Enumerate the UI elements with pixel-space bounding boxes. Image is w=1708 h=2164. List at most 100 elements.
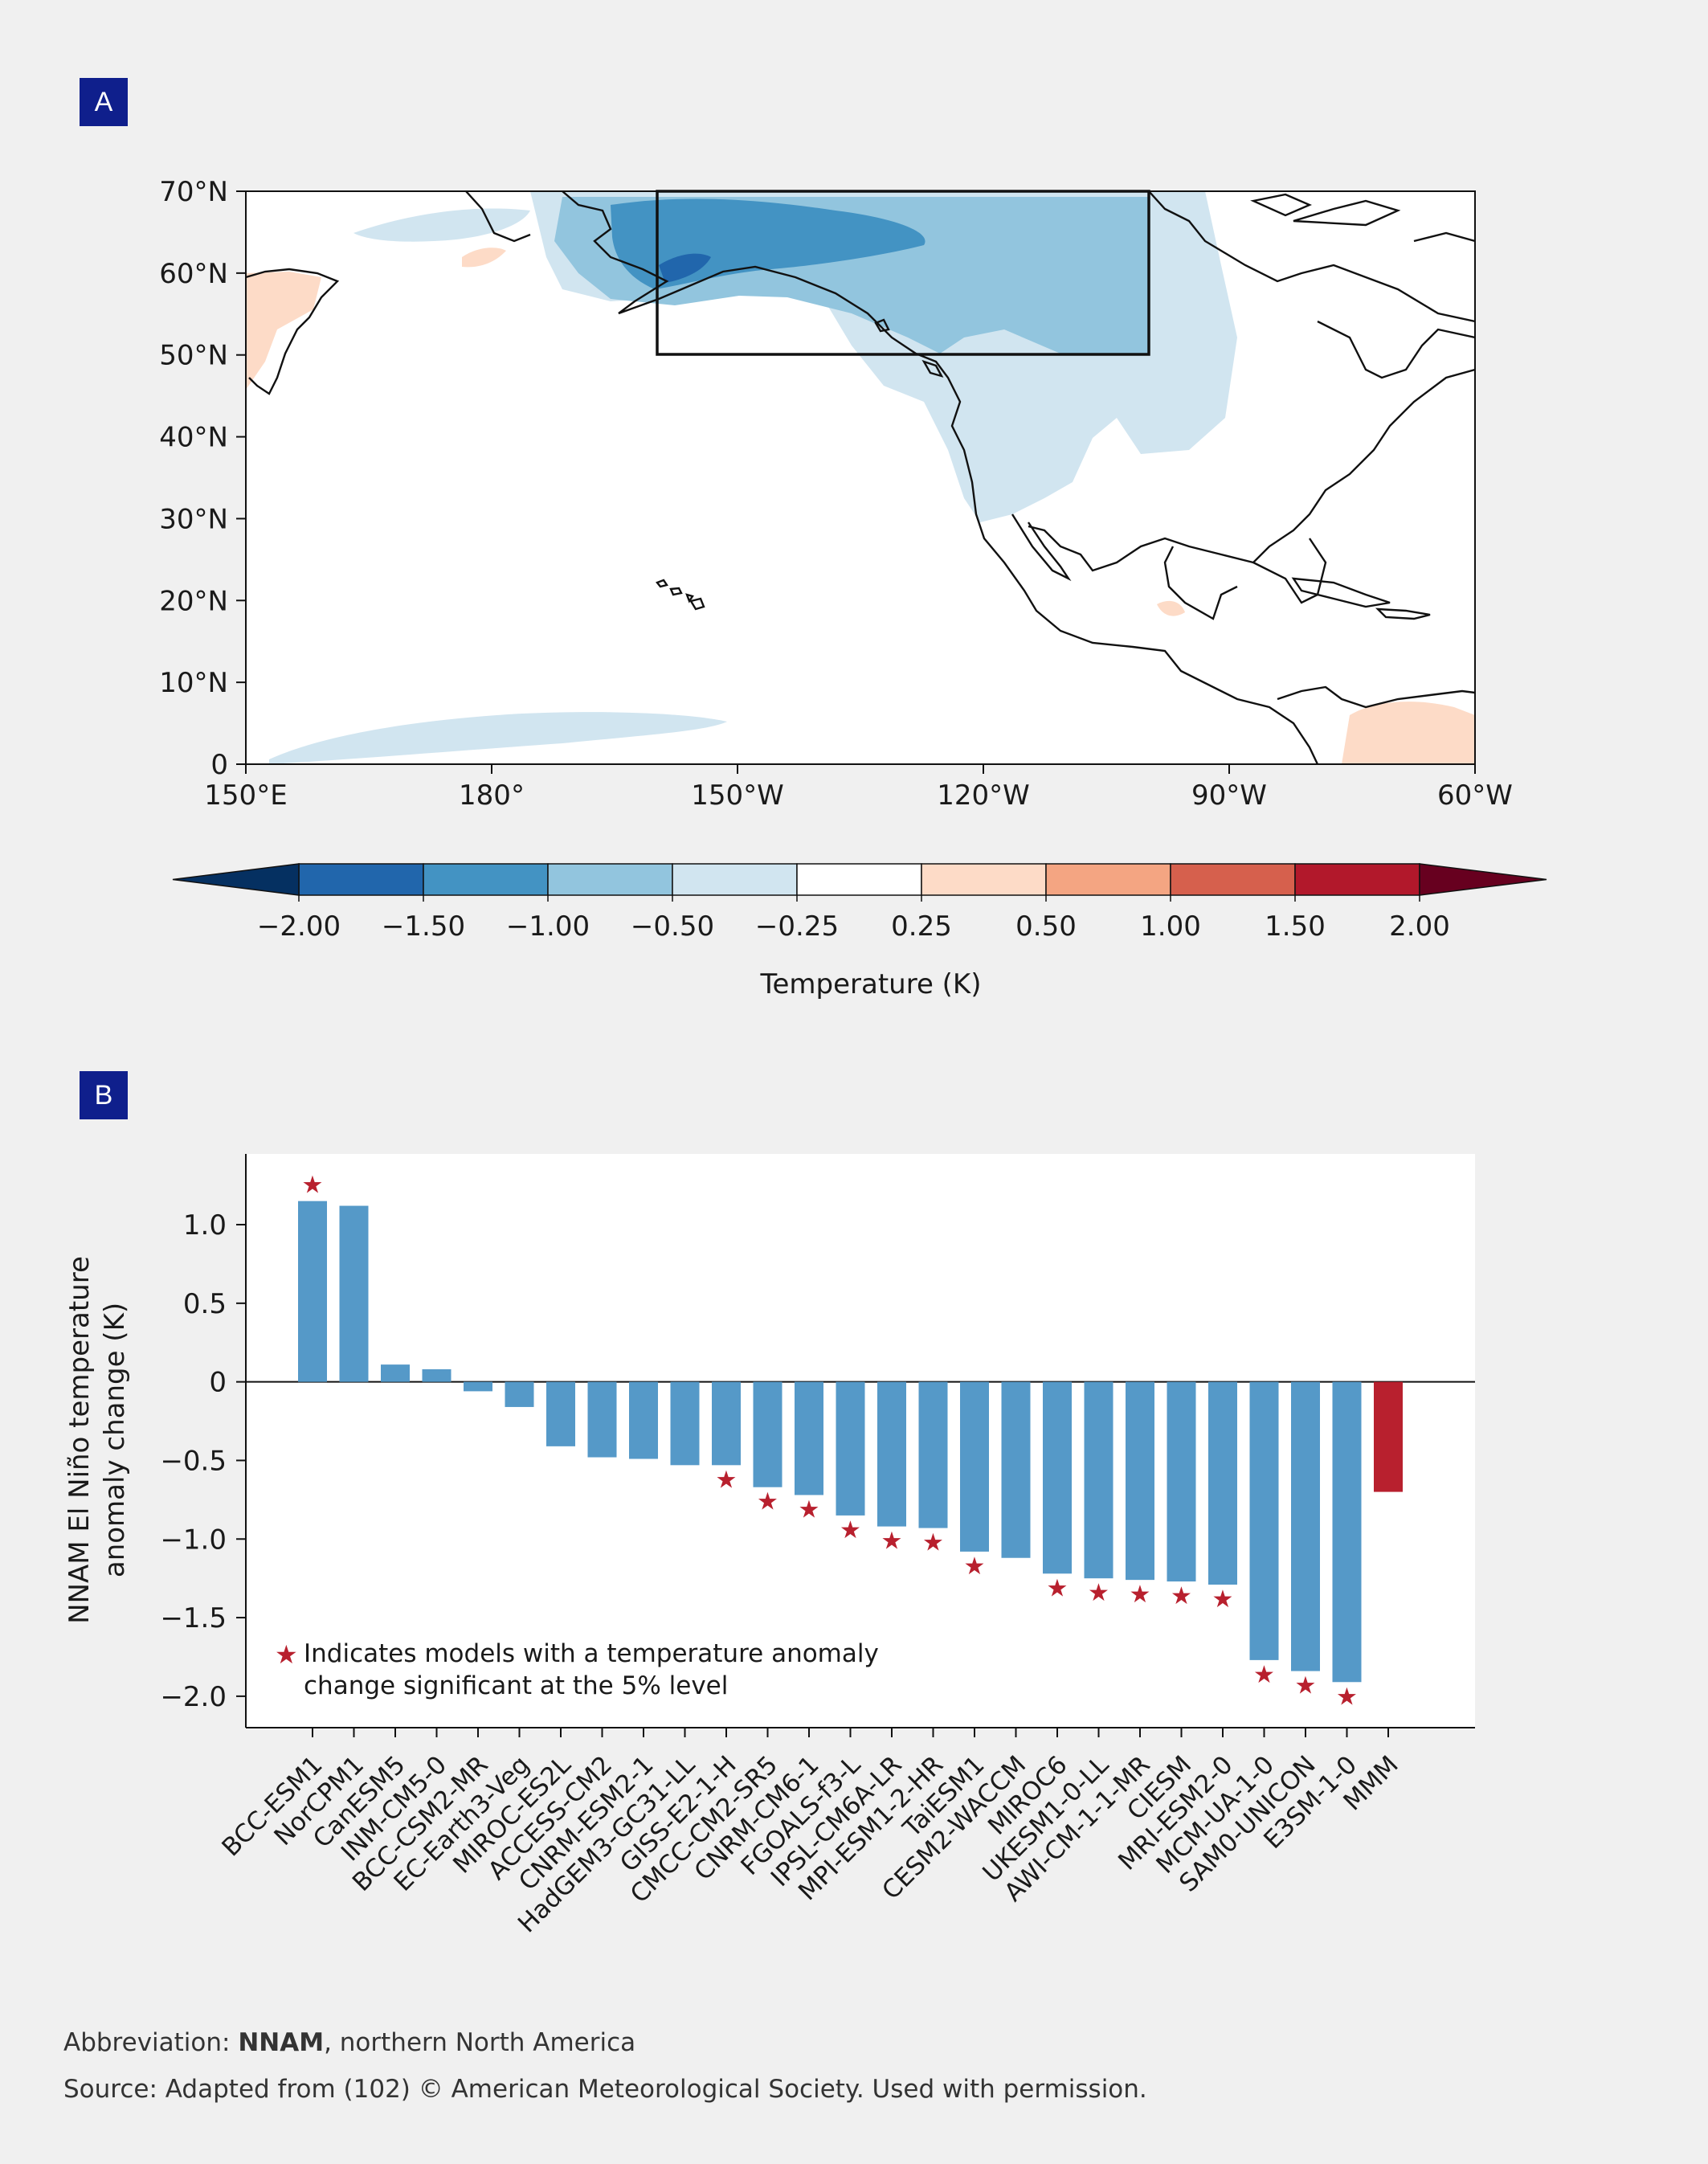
- x-tick-label: MPI-ESM1-2-HR: [793, 1750, 949, 1906]
- significance-star-icon: ★: [881, 1528, 903, 1556]
- x-tick-label: CNRM-ESM2-1: [513, 1750, 660, 1896]
- y-tick-label: 0: [209, 1367, 227, 1399]
- x-tick-label: MRI-ESM2-0: [1113, 1750, 1238, 1876]
- bar-awi-cm-1-1-mr: [1126, 1381, 1154, 1581]
- x-tick-label: ACCESS-CM2: [483, 1750, 618, 1885]
- bar-cesm2-waccm: [1001, 1381, 1031, 1558]
- x-tick-label: MMM: [1338, 1750, 1404, 1816]
- bar-bcc-csm2-mr: [464, 1381, 492, 1392]
- x-tick-label: GISS-E2-1-H: [615, 1750, 742, 1878]
- bar-mri-esm2-0: [1208, 1381, 1237, 1585]
- x-tick-label: MIROC-ES2L: [447, 1750, 577, 1880]
- colorbar-segment: [1045, 863, 1171, 896]
- significance-star-icon: ★: [1130, 1581, 1151, 1609]
- legend-line1: Indicates models with a temperature anom…: [304, 1639, 879, 1668]
- bar-inm-cm5-0: [422, 1368, 452, 1382]
- x-tick-label: UKESM1-0-LL: [977, 1750, 1114, 1888]
- colorbar-segment: [796, 863, 922, 896]
- significance-star-icon: ★: [1336, 1683, 1358, 1711]
- bar-hadgem3-gc31-ll: [670, 1381, 700, 1466]
- panel-b-label: B: [80, 1071, 128, 1119]
- bar-ec-earth3-veg: [505, 1381, 534, 1407]
- x-tick-label: SAM0-UNICON: [1174, 1750, 1321, 1897]
- bar-mcm-ua-1-0: [1249, 1381, 1279, 1660]
- x-tick-label: E3SM-1-0: [1258, 1750, 1363, 1855]
- colorbar-tick-label: −1.50: [382, 910, 465, 943]
- significance-star-icon: ★: [964, 1552, 986, 1581]
- colorbar-segment: [423, 863, 549, 896]
- bar-sam0-unicon: [1291, 1381, 1320, 1671]
- significance-star-icon: ★: [840, 1516, 861, 1544]
- colorbar-tick-label: −0.50: [631, 910, 714, 943]
- colorbar-segment: [298, 863, 424, 896]
- lat-tick-label: 0: [210, 749, 228, 781]
- significance-star-icon: ★: [716, 1466, 738, 1494]
- colorbar-tick-label: −1.00: [506, 910, 590, 943]
- x-tick-label: BCC-ESM1: [216, 1750, 328, 1862]
- significance-star-icon: ★: [302, 1172, 324, 1200]
- y-tick-label: −2.0: [160, 1681, 227, 1713]
- bar-ipsl-cm6a-lr: [877, 1381, 906, 1527]
- colorbar-segment: [1170, 863, 1296, 896]
- colorbar-segment: [921, 863, 1047, 896]
- significance-star-icon: ★: [1047, 1574, 1069, 1602]
- lat-tick-label: 40°N: [159, 422, 228, 454]
- y-axis-label-line2: anomaly change (K): [99, 1303, 131, 1577]
- bar-miroc6: [1043, 1381, 1072, 1574]
- significance-star-icon: ★: [922, 1529, 944, 1557]
- x-tick-label: CMCC-CM2-SR5: [625, 1750, 783, 1908]
- colorbar-over-arrow: [1419, 863, 1547, 896]
- shading-light-blue-tropics: [269, 712, 727, 764]
- x-tick-label: TaiESM1: [897, 1750, 991, 1843]
- bar-miroc-es2l: [546, 1381, 575, 1446]
- y-tick-label: 0.5: [183, 1288, 227, 1320]
- bar-giss-e2-1-h: [712, 1381, 741, 1466]
- nnam-region-box: [656, 190, 1150, 356]
- lon-tick-label: 60°W: [1437, 779, 1513, 812]
- y-tick-label: −0.5: [160, 1445, 227, 1477]
- colorbar-tick-label: −2.00: [257, 910, 341, 943]
- x-tick-label: MIROC6: [983, 1750, 1073, 1841]
- colorbar-segment: [672, 863, 798, 896]
- shading-warm-4: [1157, 600, 1185, 616]
- legend-line2: change significant at the 5% level: [304, 1671, 728, 1700]
- bar-ciesm: [1167, 1381, 1196, 1582]
- bar-cnrm-cm6-1: [795, 1381, 823, 1495]
- x-tick-label: CNRM-CM6-1: [689, 1750, 824, 1886]
- legend-star-icon: ★: [275, 1639, 298, 1670]
- bar-mmm: [1374, 1381, 1403, 1492]
- x-tick-label: MCM-UA-1-0: [1150, 1750, 1280, 1880]
- significance-star-icon: ★: [757, 1488, 778, 1516]
- y-tick-label: 1.0: [183, 1209, 227, 1242]
- x-tick-label: CIESM: [1122, 1750, 1197, 1826]
- shading-warm-1: [246, 272, 321, 390]
- colorbar-tick-label: 0.25: [891, 910, 952, 943]
- bar-mpi-esm1-2-hr: [918, 1381, 948, 1528]
- bar-bcc-esm1: [298, 1201, 327, 1382]
- anomaly-shading: [246, 191, 1475, 764]
- shading-dark-blue: [659, 253, 711, 283]
- abbrev-term: NNAM: [238, 2028, 325, 2057]
- y-axis-label: NNAM El Niño temperature anomaly change …: [63, 1256, 131, 1624]
- bar-cnrm-esm2-1: [629, 1381, 658, 1459]
- colorbar-under-arrow: [172, 863, 300, 896]
- x-tick-label: CESM2-WACCM: [876, 1750, 1032, 1905]
- bar-cmcc-cm2-sr5: [753, 1381, 782, 1487]
- lon-tick-label: 150°E: [204, 779, 287, 812]
- colorbar-tick-label: −0.25: [755, 910, 839, 943]
- x-tick-label: FGOALS-f3-L: [735, 1750, 866, 1881]
- bar-taiesm1: [960, 1381, 989, 1552]
- bar-fgoals-f3-l: [836, 1381, 865, 1516]
- bar-plot-area: [246, 1154, 1475, 1728]
- significance-star-icon: ★: [1088, 1579, 1109, 1607]
- colorbar-tick-label: 1.00: [1140, 910, 1201, 943]
- lat-tick-label: 10°N: [159, 667, 228, 699]
- lat-tick-label: 20°N: [159, 585, 228, 617]
- lat-tick-label: 30°N: [159, 503, 228, 535]
- bar-canesm5: [381, 1364, 410, 1382]
- significance-star-icon: ★: [1171, 1582, 1192, 1610]
- chart-legend: ★ Indicates models with a temperature an…: [275, 1639, 879, 1700]
- x-tick-label: HadGEM3-GC31-LL: [513, 1750, 701, 1939]
